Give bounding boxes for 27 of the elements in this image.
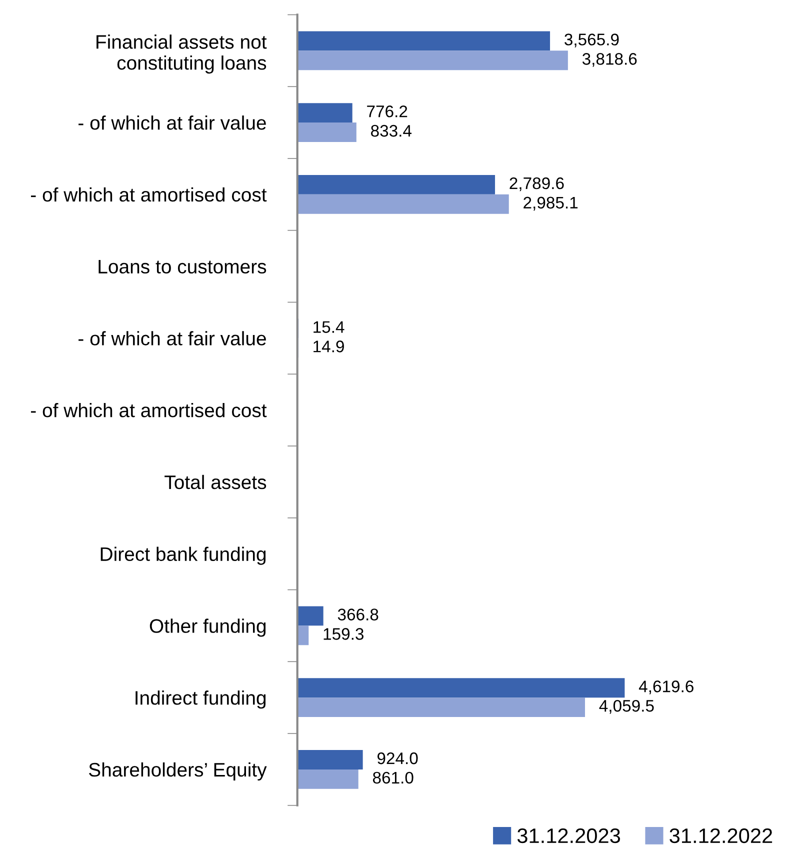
data-label: 4,059.5 (599, 700, 654, 714)
data-label: 861.0 (372, 772, 414, 784)
y-tick-label: Shareholders’ Equity (88, 762, 267, 781)
data-label: 3,565.9 (564, 34, 619, 48)
data-label: 2,985.1 (524, 196, 578, 211)
y-tick-label: - of which at amortised cost (31, 403, 267, 418)
data-label: 159.3 (324, 628, 364, 640)
legend-label: 31.12.2023 (517, 828, 620, 844)
data-label: 366.8 (338, 608, 378, 620)
y-tick-label: Direct bank funding (100, 546, 266, 565)
y-tick-label: - of which at fair value (78, 115, 266, 130)
data-label: 2,789.6 (510, 177, 564, 192)
data-label: 15.4 (314, 321, 344, 333)
y-tick-label: - of which at fair value (78, 331, 266, 346)
legend-label: 31.12.2022 (670, 828, 772, 844)
data-label: 3,818.6 (582, 53, 637, 67)
y-tick-label: - of which at amortised cost (31, 187, 267, 202)
y-tick-label: Loans to customers (98, 260, 266, 274)
data-label: 924.0 (377, 752, 418, 764)
y-tick-label: Financial assets not constituting loans (96, 34, 267, 74)
data-label: 4,619.6 (638, 680, 694, 694)
y-tick-label: Indirect funding (136, 690, 266, 709)
y-tick-label: Total assets (164, 474, 266, 490)
y-tick-label: Other funding (150, 618, 266, 637)
data-label: 14.9 (314, 340, 344, 352)
data-label: 833.4 (371, 124, 412, 137)
data-label: 776.2 (367, 106, 408, 118)
